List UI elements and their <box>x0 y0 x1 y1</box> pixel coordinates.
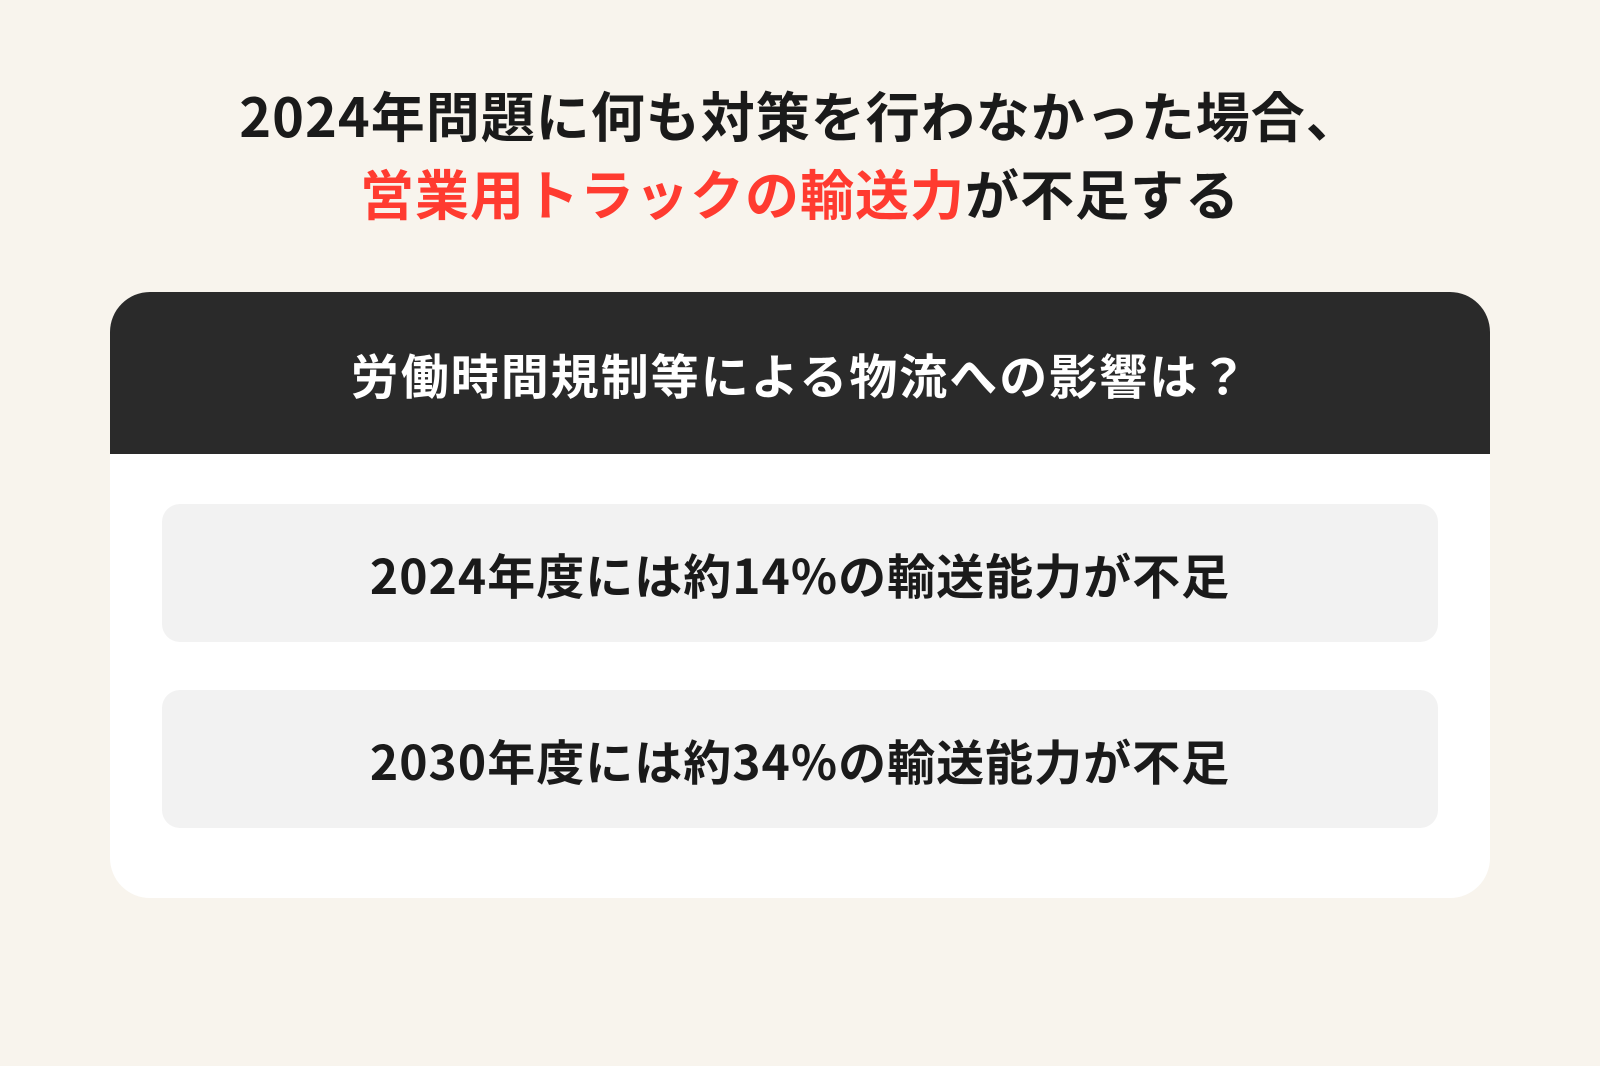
card-header: 労働時間規制等による物流への影響は？ <box>110 292 1490 454</box>
stat-row: 2030年度には約34%の輸送能力が不足 <box>162 690 1438 828</box>
title-highlight: 営業用トラックの輸送力 <box>360 152 965 231</box>
page-title: 2024年問題に何も対策を行わなかった場合、 営業用トラックの輸送力が不足する <box>239 75 1360 232</box>
title-line2-rest: が不足する <box>965 152 1240 231</box>
stat-row: 2024年度には約14%の輸送能力が不足 <box>162 504 1438 642</box>
card-body: 2024年度には約14%の輸送能力が不足 2030年度には約34%の輸送能力が不… <box>110 454 1490 898</box>
title-line1: 2024年問題に何も対策を行わなかった場合、 <box>239 74 1360 153</box>
info-card: 労働時間規制等による物流への影響は？ 2024年度には約14%の輸送能力が不足 … <box>110 292 1490 898</box>
